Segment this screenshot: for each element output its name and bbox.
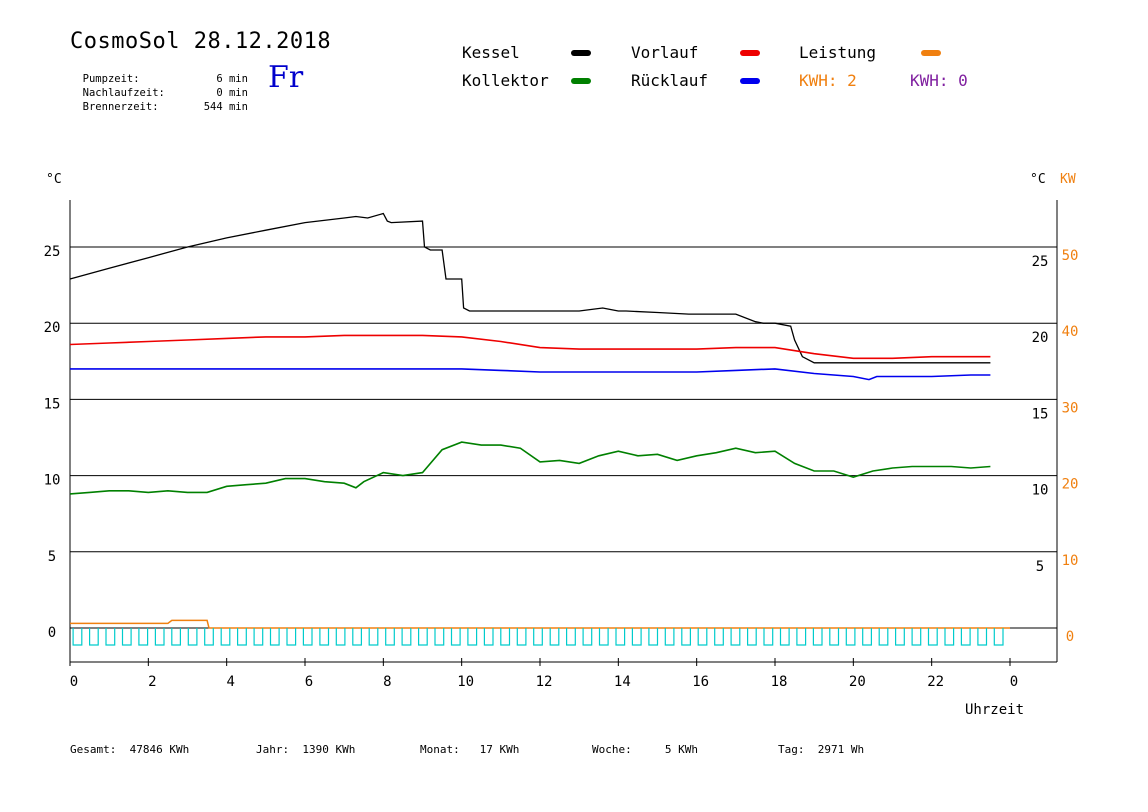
series-line-vorlauf <box>69 334 991 360</box>
series-line-ruecklauf <box>70 368 991 381</box>
footer-gesamt: Gesamt: 47846 KWh <box>70 743 189 756</box>
y-tick-label-right-kw: 20 <box>1062 477 1079 493</box>
legend-kessel-swatch <box>571 50 591 56</box>
legend-kollektor-swatch <box>571 78 591 84</box>
legend-leistung-swatch <box>921 50 941 56</box>
footer-value: 2971 Wh <box>817 743 865 756</box>
footer-value: 5 KWh <box>664 743 698 756</box>
y-tick-label-left: 10 <box>44 473 61 489</box>
stat-label: Nachlaufzeit: <box>82 87 165 99</box>
y-tick-label-left: 20 <box>44 320 61 336</box>
x-tick-label: 2 <box>148 674 156 690</box>
x-tick-label: 22 <box>927 674 944 690</box>
x-tick-label: 12 <box>536 674 553 690</box>
stat-nachlauf: Nachlaufzeit: 0 min <box>70 72 248 100</box>
legend-kollektor-label: Kollektor <box>462 71 549 90</box>
y-tick-label-left: 15 <box>44 396 61 412</box>
stat-pump: Pumpzeit: 6 min <box>70 58 248 86</box>
stat-unit: min <box>228 101 248 113</box>
y-tick-label-left: 5 <box>48 549 56 565</box>
right-unit-c-label: °C <box>1030 172 1046 187</box>
legend-leistung-label: Leistung <box>799 43 877 62</box>
footer-label: Gesamt: <box>70 743 117 756</box>
y-tick-label-right-c: 5 <box>1036 559 1044 575</box>
y-tick-label-right-c: 15 <box>1032 406 1049 422</box>
footer-value: 17 KWh <box>479 743 520 756</box>
x-tick-label: 20 <box>849 674 866 690</box>
footer-value: 47846 KWh <box>129 743 190 756</box>
stat-label: Brennerzeit: <box>82 101 159 113</box>
footer-label: Woche: <box>592 743 632 756</box>
stat-value: 0 <box>216 87 223 99</box>
left-unit-label: °C <box>46 172 62 187</box>
x-tick-label: 4 <box>226 674 234 690</box>
y-tick-label-right-kw: 40 <box>1062 324 1079 340</box>
legend-ruecklauf-swatch <box>740 78 760 84</box>
x-tick-label: 10 <box>457 674 474 690</box>
x-tick-label: 16 <box>692 674 709 690</box>
series-line-kessel <box>69 212 991 364</box>
footer-monat: Monat: 17 KWh <box>420 743 519 756</box>
legend-vorlauf-swatch <box>740 50 760 56</box>
chart-title: CosmoSol 28.12.2018 <box>70 29 332 54</box>
series-line-kollektor <box>69 441 991 495</box>
stat-unit: min <box>228 73 248 85</box>
y-tick-label-right-c: 25 <box>1032 254 1049 270</box>
footer-jahr: Jahr: 1390 KWh <box>256 743 355 756</box>
legend-vorlauf-label: Vorlauf <box>631 43 699 62</box>
y-tick-label-right-kw: 30 <box>1062 400 1079 416</box>
footer-value: 1390 KWh <box>302 743 356 756</box>
y-tick-label-right-c: 10 <box>1032 483 1049 499</box>
legend-kwh-purple: KWH: 0 <box>910 71 968 90</box>
y-tick-label-right-kw: 50 <box>1062 248 1079 264</box>
stat-value: 544 <box>203 101 223 113</box>
x-tick-label: 0 <box>1010 674 1018 690</box>
pump-status-pulses <box>72 628 1004 646</box>
y-tick-label-left: 25 <box>44 244 61 260</box>
legend-kwh-orange: KWH: 2 <box>799 71 857 90</box>
y-tick-label-right-kw: 0 <box>1066 629 1074 645</box>
y-tick-label-right-c: 20 <box>1032 330 1049 346</box>
footer-tag: Tag: 2971 Wh <box>778 743 864 756</box>
x-tick-label: 14 <box>614 674 631 690</box>
weekday-label: Fr <box>268 60 304 95</box>
stat-brenner: Brennerzeit: 544 min <box>70 86 248 114</box>
y-tick-label-left: 0 <box>48 625 56 641</box>
stat-value: 6 <box>216 73 223 85</box>
series-line-leistung <box>70 619 1010 629</box>
footer-label: Monat: <box>420 743 460 756</box>
x-tick-label: 8 <box>383 674 391 690</box>
x-tick-label: 6 <box>305 674 313 690</box>
right-unit-kw-label: KW <box>1060 172 1076 187</box>
stat-label: Pumpzeit: <box>82 73 140 85</box>
footer-label: Jahr: <box>256 743 290 756</box>
legend-kessel-label: Kessel <box>462 43 520 62</box>
x-axis-label: Uhrzeit <box>965 702 1025 718</box>
y-tick-label-right-kw: 10 <box>1062 553 1079 569</box>
x-tick-label: 0 <box>70 674 78 690</box>
stat-unit: min <box>228 87 248 99</box>
legend-ruecklauf-label: Rücklauf <box>631 71 709 90</box>
footer-label: Tag: <box>778 743 805 756</box>
x-tick-label: 18 <box>771 674 788 690</box>
footer-woche: Woche: 5 KWh <box>592 743 698 756</box>
